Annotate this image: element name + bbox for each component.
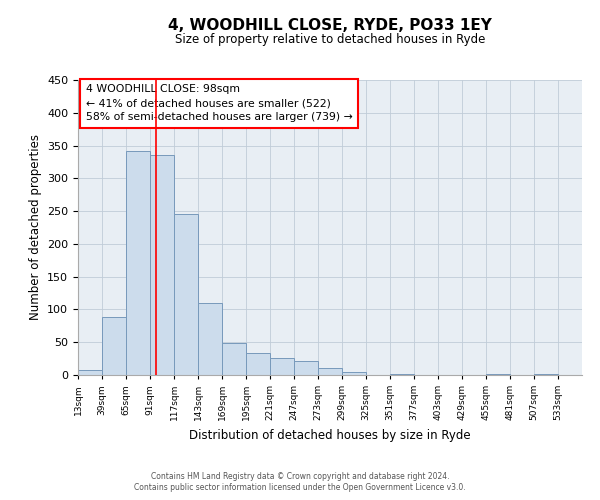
- Bar: [535, 374, 557, 375]
- X-axis label: Distribution of detached houses by size in Ryde: Distribution of detached houses by size …: [189, 428, 471, 442]
- Y-axis label: Number of detached properties: Number of detached properties: [29, 134, 41, 320]
- Bar: [343, 372, 365, 375]
- Bar: [391, 374, 413, 375]
- Text: Size of property relative to detached houses in Ryde: Size of property relative to detached ho…: [175, 32, 485, 46]
- Bar: [127, 151, 149, 375]
- Text: 4, WOODHILL CLOSE, RYDE, PO33 1EY: 4, WOODHILL CLOSE, RYDE, PO33 1EY: [168, 18, 492, 32]
- Text: Contains public sector information licensed under the Open Government Licence v3: Contains public sector information licen…: [134, 484, 466, 492]
- Bar: [295, 361, 317, 375]
- Bar: [223, 343, 245, 375]
- Text: Contains HM Land Registry data © Crown copyright and database right 2024.: Contains HM Land Registry data © Crown c…: [151, 472, 449, 481]
- Bar: [271, 358, 293, 375]
- Bar: [103, 316, 125, 375]
- Bar: [175, 214, 197, 375]
- Bar: [247, 354, 269, 375]
- Bar: [199, 303, 221, 375]
- Bar: [319, 368, 341, 375]
- Bar: [79, 370, 101, 375]
- Bar: [151, 156, 173, 375]
- Bar: [487, 374, 509, 375]
- Text: 4 WOODHILL CLOSE: 98sqm
← 41% of detached houses are smaller (522)
58% of semi-d: 4 WOODHILL CLOSE: 98sqm ← 41% of detache…: [86, 84, 352, 122]
